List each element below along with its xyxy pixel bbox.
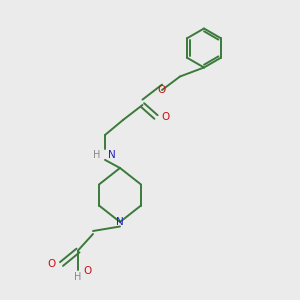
Text: O: O bbox=[83, 266, 92, 277]
Text: N: N bbox=[108, 149, 116, 160]
Text: O: O bbox=[48, 259, 56, 269]
Text: H: H bbox=[93, 149, 100, 160]
Text: H: H bbox=[74, 272, 82, 283]
Text: O: O bbox=[158, 85, 166, 95]
Text: N: N bbox=[116, 217, 124, 227]
Text: O: O bbox=[161, 112, 170, 122]
